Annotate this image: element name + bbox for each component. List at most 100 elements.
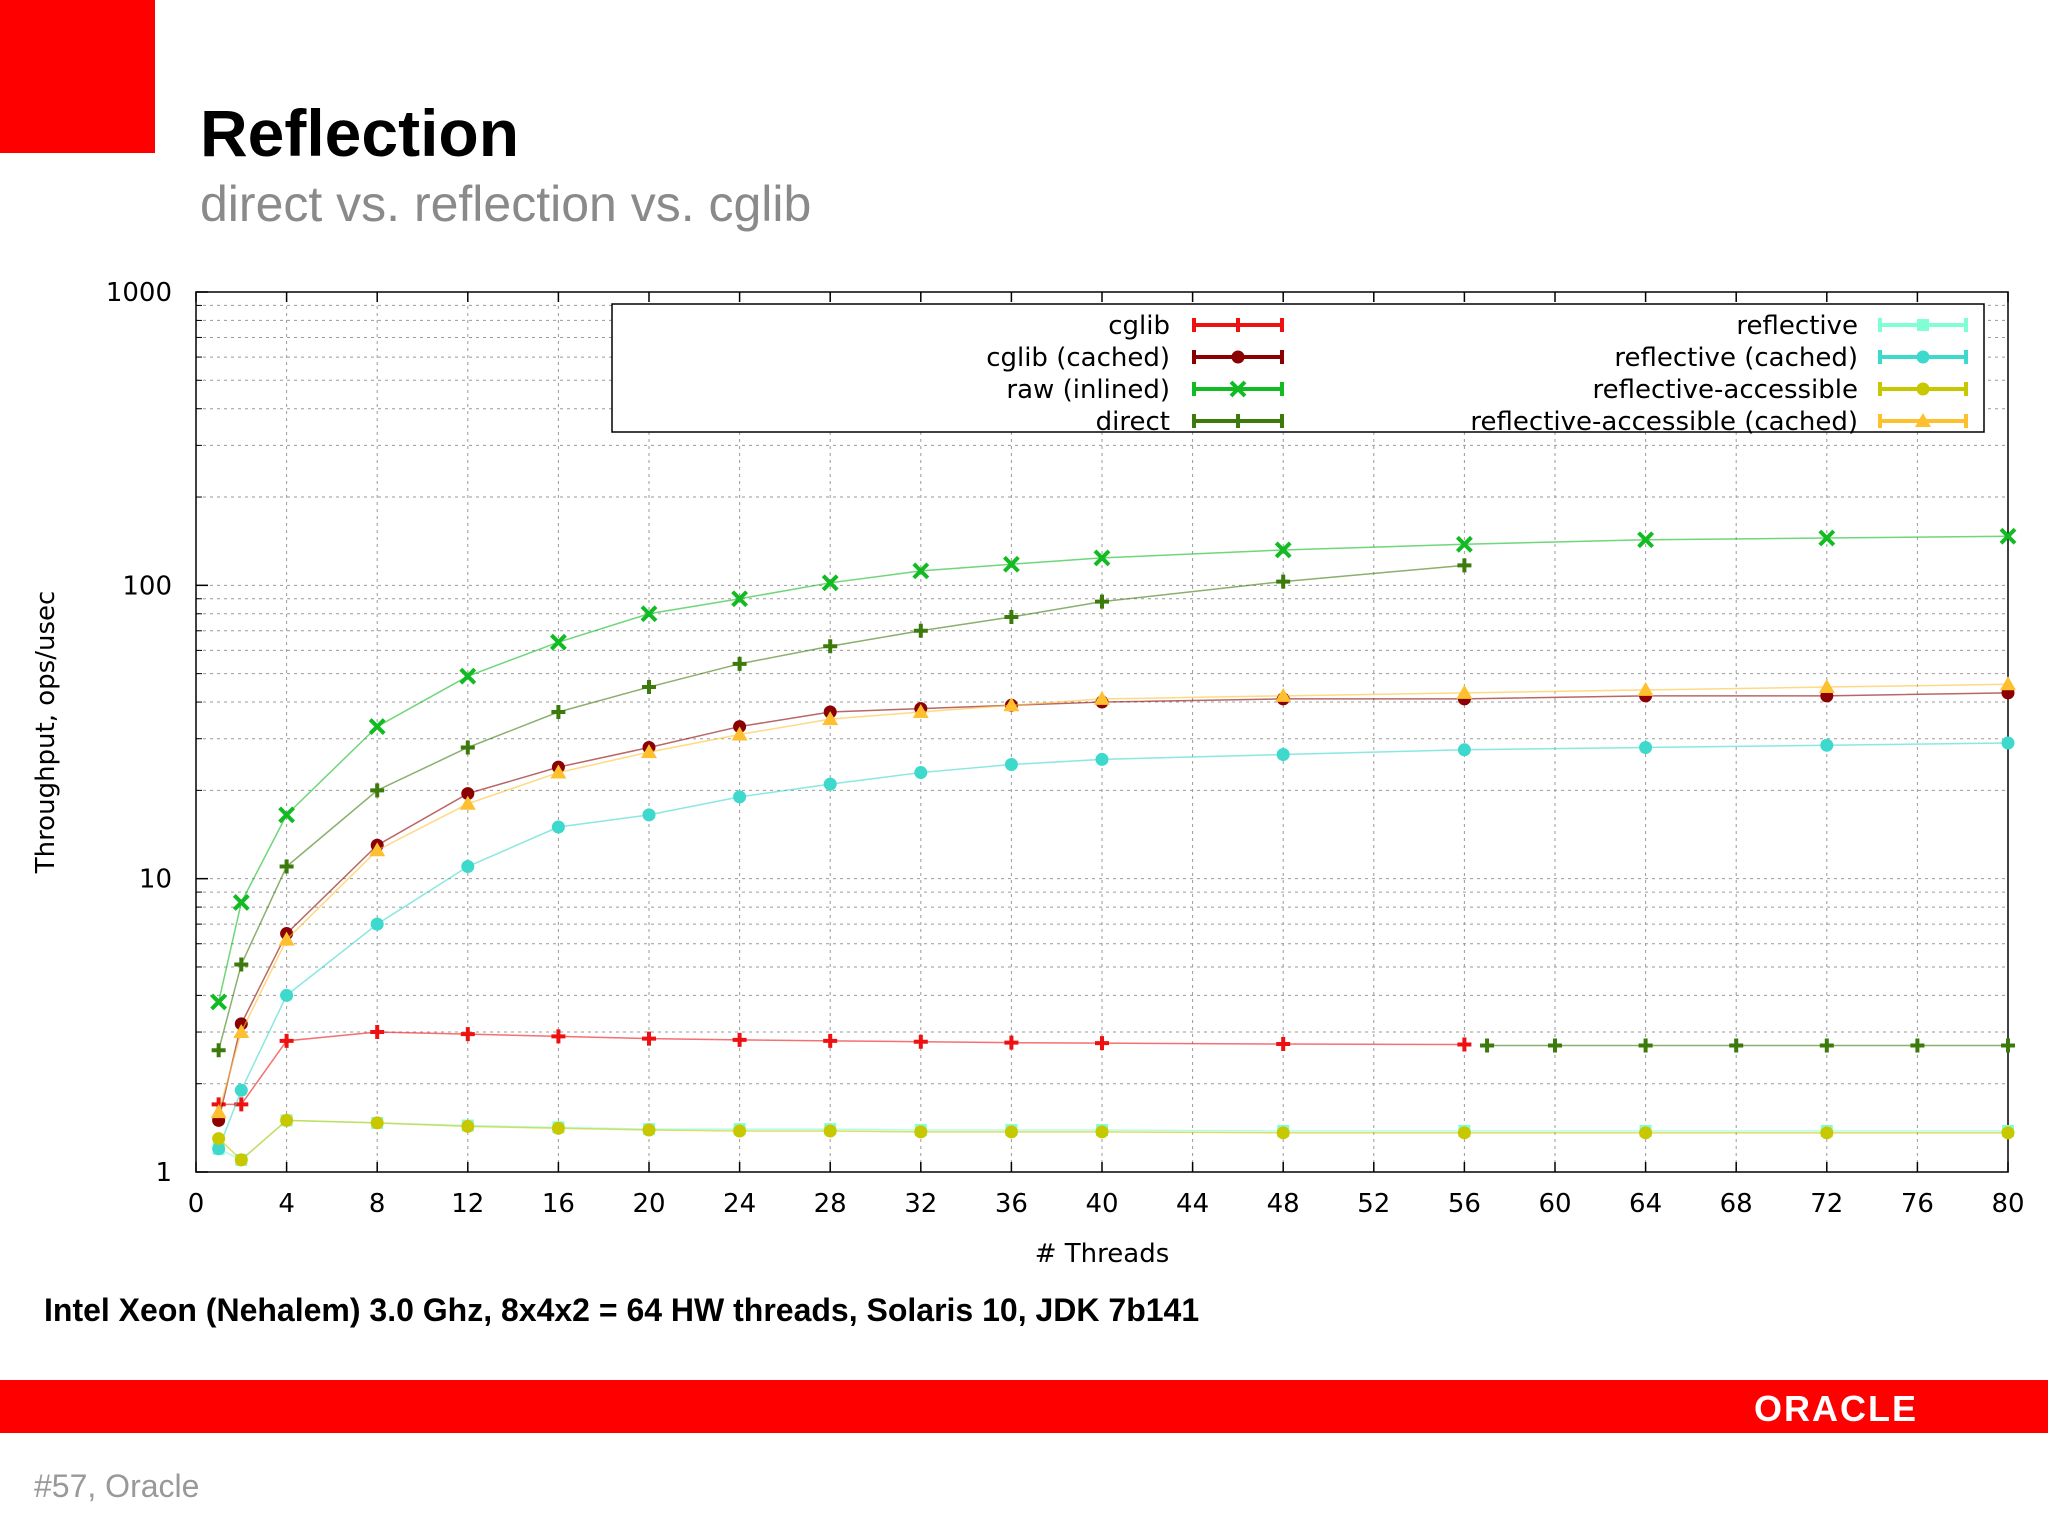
- x-tick-label: 48: [1267, 1189, 1300, 1219]
- x-tick-label: 12: [451, 1189, 484, 1219]
- legend-label: reflective-accessible: [1592, 375, 1858, 405]
- data-point: [2000, 676, 2016, 691]
- y-tick-label: 1000: [106, 278, 172, 308]
- x-tick-label: 68: [1720, 1189, 1753, 1219]
- legend-label: cglib: [1108, 311, 1170, 341]
- data-point: [1094, 690, 1110, 705]
- data-point: [551, 1029, 566, 1044]
- data-point: [278, 806, 296, 824]
- y-tick-label: 1: [155, 1158, 172, 1188]
- data-point: [823, 639, 838, 654]
- series-reflective-cached: [212, 736, 2015, 1156]
- data-point: [1819, 1038, 1834, 1053]
- data-point: [1276, 1126, 1290, 1140]
- data-point: [1004, 1125, 1018, 1139]
- data-point: [1276, 1037, 1291, 1052]
- x-tick-label: 20: [632, 1189, 665, 1219]
- data-point: [459, 795, 476, 810]
- y-tick-label: 10: [139, 865, 172, 895]
- data-point: [823, 777, 837, 791]
- data-point: [733, 790, 747, 804]
- data-point: [731, 590, 749, 608]
- x-tick-label: 44: [1176, 1189, 1209, 1219]
- series-direct: [211, 558, 1472, 1058]
- data-point: [1480, 1038, 1495, 1053]
- legend-box: [611, 303, 1985, 433]
- series-reflective-accessible: [212, 1113, 2015, 1167]
- data-point: [459, 667, 477, 685]
- data-point: [2001, 1126, 2015, 1140]
- data-point: [551, 704, 566, 719]
- legend-label: reflective-accessible (cached): [1470, 407, 1858, 437]
- data-point: [234, 1097, 249, 1112]
- data-point: [370, 1025, 385, 1040]
- throughput-chart: 0 4 8 12 16 20 24 28 32 36 40 44 48 52 56 60 64 68 72 76 801…: [31, 278, 2025, 1269]
- data-point: [731, 726, 748, 741]
- data-point: [641, 744, 657, 759]
- data-point: [232, 893, 250, 911]
- x-tick-label: 52: [1357, 1189, 1390, 1219]
- data-point: [823, 1124, 837, 1138]
- data-point: [1455, 535, 1473, 553]
- data-point: [1276, 748, 1290, 762]
- data-point: [912, 562, 930, 580]
- data-point: [2001, 736, 2015, 750]
- data-point: [1004, 758, 1018, 772]
- data-point: [642, 1123, 656, 1137]
- x-tick-label: 28: [814, 1189, 847, 1219]
- series-reflective: [212, 1114, 2014, 1166]
- data-point: [642, 808, 656, 822]
- data-point: [821, 574, 839, 592]
- data-point: [551, 1121, 565, 1135]
- series-direct-continuation: [1480, 1038, 2015, 1053]
- series-line: [217, 535, 2009, 1003]
- data-point: [1457, 1037, 1472, 1052]
- data-point: [211, 1043, 226, 1058]
- data-point: [914, 1125, 928, 1139]
- data-point: [1276, 574, 1291, 589]
- data-point: [370, 1116, 384, 1130]
- x-tick-label: 40: [1085, 1189, 1118, 1219]
- legend-marker: [1231, 318, 1245, 332]
- data-point: [1820, 1126, 1834, 1140]
- legend-marker: [1916, 382, 1930, 396]
- data-point: [1818, 529, 1836, 547]
- data-point: [460, 740, 475, 755]
- data-point: [1095, 1125, 1109, 1139]
- x-tick-label: 24: [723, 1189, 756, 1219]
- legend-label: reflective (cached): [1614, 343, 1858, 373]
- data-point: [822, 711, 839, 726]
- legend-label: direct: [1096, 407, 1170, 437]
- y-tick-label: 100: [122, 571, 172, 601]
- legend-label: reflective: [1736, 311, 1858, 341]
- x-tick-label: 4: [278, 1189, 295, 1219]
- data-point: [640, 605, 658, 623]
- data-point: [278, 931, 295, 946]
- series-line: [217, 742, 2009, 1150]
- x-tick-label: 56: [1448, 1189, 1481, 1219]
- data-point: [280, 1113, 294, 1127]
- oracle-logo: ORACLE: [1754, 1388, 1918, 1429]
- series-reflective-accessible-cached: [210, 676, 2016, 1119]
- corner-accent-block: [0, 0, 155, 153]
- data-point: [369, 842, 386, 857]
- data-point: [912, 703, 929, 718]
- x-tick-label: 16: [542, 1189, 575, 1219]
- data-point: [1910, 1038, 1925, 1053]
- data-point: [210, 1104, 227, 1119]
- data-point: [234, 1083, 248, 1097]
- data-point: [234, 957, 249, 972]
- data-point: [732, 656, 747, 671]
- x-tick-label: 36: [995, 1189, 1028, 1219]
- data-point: [1818, 679, 1835, 694]
- legend-marker: [1231, 350, 1245, 364]
- series-cglib: [211, 1025, 1472, 1112]
- series-line: [217, 564, 1465, 1051]
- legend-marker: [1916, 350, 1930, 364]
- legend-label: raw (inlined): [1006, 375, 1170, 405]
- data-point: [1095, 594, 1109, 609]
- data-point: [461, 860, 475, 874]
- data-point: [370, 783, 385, 798]
- data-point: [212, 1142, 226, 1156]
